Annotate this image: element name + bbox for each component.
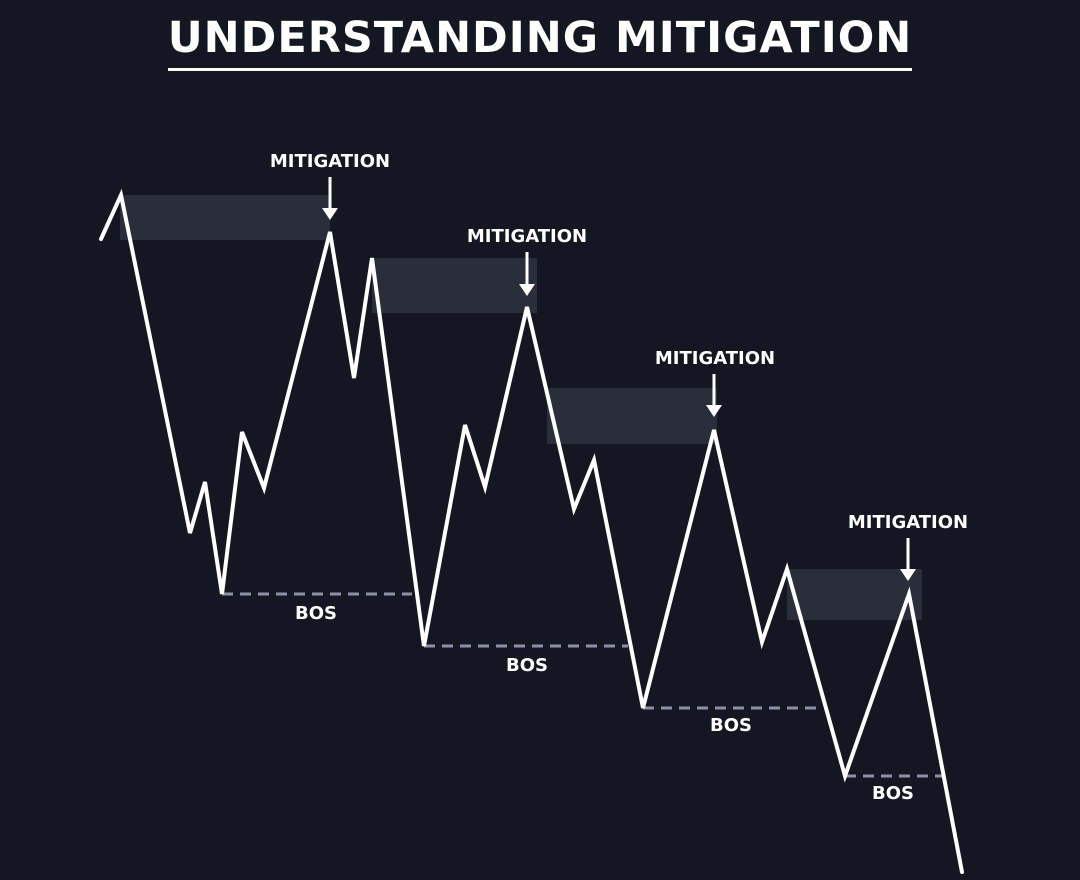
bos-label-4: BOS [872,783,914,804]
mitigation-label-1: MITIGATION [270,151,390,172]
mitigation-arrow-2 [519,252,535,296]
title-text: UNDERSTANDING MITIGATION [167,10,913,71]
mitigation-arrow-3 [706,374,722,417]
bos-label-3: BOS [710,715,752,736]
price-path [99,188,964,874]
mitigation-arrow-1 [322,177,338,220]
mitigation-label-3: MITIGATION [655,348,775,369]
supply-zone-2 [372,258,537,313]
bos-label-2: BOS [506,655,548,676]
mitigation-label-2: MITIGATION [467,226,587,247]
mitigation-arrow-4 [900,538,916,581]
supply-zone-1 [120,195,330,240]
mitigation-label-4: MITIGATION [848,512,968,533]
page-title: UNDERSTANDING MITIGATION [0,10,1080,71]
bos-label-1: BOS [295,603,337,624]
supply-zone-4 [787,569,922,620]
supply-zone-3 [547,388,717,444]
